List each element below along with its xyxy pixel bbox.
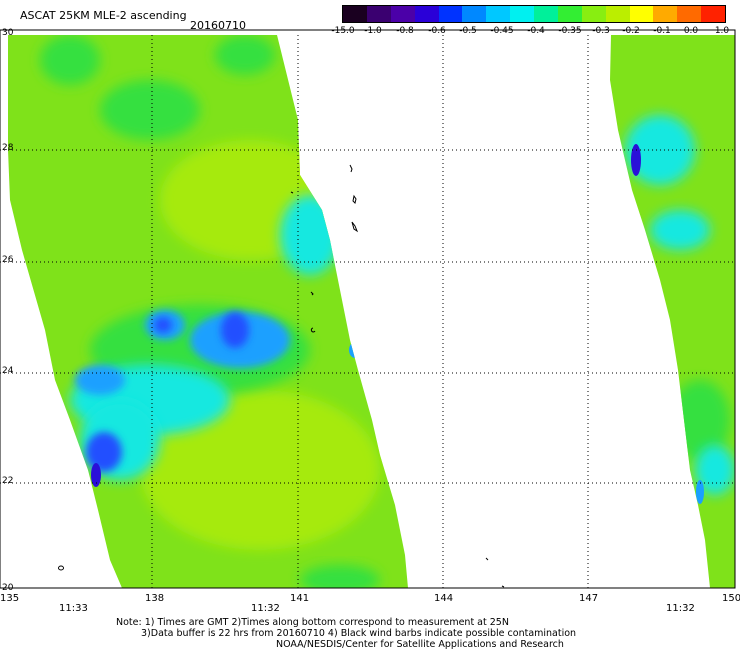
note-line-3: NOAA/NESDIS/Center for Satellite Applica… [276, 639, 564, 650]
colorbar-swatch [701, 6, 725, 22]
note-line-2: 3)Data buffer is 22 hrs from 20160710 4)… [141, 628, 577, 639]
colorbar-swatch [677, 6, 702, 22]
colorbar-swatch [653, 6, 678, 22]
lon-label-147: 147 [579, 593, 598, 604]
colorbar-label: 0.0 [683, 26, 699, 36]
colorbar-label: -0.45 [490, 26, 514, 36]
wind-field-patch [100, 80, 200, 140]
colorbar-swatch [581, 6, 606, 22]
wind-field-patch [215, 35, 275, 75]
lat-label-22: 22 [2, 476, 13, 486]
lat-label-28: 28 [2, 143, 14, 153]
wind-field-patch [631, 144, 641, 176]
colorbar-labels: -15.0 -1.0 -0.8 -0.6 -0.5 -0.45 -0.4 -0.35 -0.3 -… [330, 26, 730, 38]
colorbar-swatch [343, 6, 367, 22]
wind-field-patch [696, 480, 704, 504]
colorbar-label: 1.0 [714, 26, 730, 36]
colorbar-swatch [557, 6, 582, 22]
wind-field-patch [650, 210, 710, 250]
colorbar-swatch [366, 6, 391, 22]
lat-label-20: 20 [2, 583, 14, 593]
colorbar-swatch [390, 6, 415, 22]
pass-time-left: 11:33 [59, 603, 88, 614]
wind-field-patch [280, 195, 340, 275]
lon-label-141: 141 [290, 593, 309, 604]
colorbar-label: -0.1 [653, 26, 671, 36]
colorbar-swatch [414, 6, 439, 22]
colorbar-label: -0.4 [527, 26, 545, 36]
right-swath [610, 35, 735, 588]
lat-label-30: 30 [2, 28, 14, 38]
wind-field-patch [140, 390, 380, 550]
colorbar [342, 5, 726, 23]
coastline [58, 164, 505, 588]
colorbar-label: -0.3 [592, 26, 610, 36]
lat-label-24: 24 [2, 366, 14, 376]
colorbar-label: -0.8 [396, 26, 414, 36]
colorbar-swatch [510, 6, 534, 22]
colorbar-label: -0.2 [622, 26, 640, 36]
colorbar-swatch [605, 6, 630, 22]
wind-field-patch [75, 365, 125, 395]
colorbar-label: -1.0 [364, 26, 382, 36]
pass-time-center: 11:32 [251, 603, 280, 614]
wind-field-patch [91, 463, 101, 487]
colorbar-label: -0.5 [459, 26, 477, 36]
colorbar-swatch [534, 6, 558, 22]
colorbar-label: -15.0 [331, 26, 355, 36]
colorbar-swatch [462, 6, 487, 22]
wind-field-patch [349, 342, 361, 358]
lon-label-144: 144 [434, 593, 453, 604]
lon-label-138: 138 [145, 593, 164, 604]
lat-lon-grid [0, 35, 735, 588]
colorbar-swatch [438, 6, 463, 22]
left-swath [8, 35, 408, 588]
pass-time-right: 11:32 [666, 603, 695, 614]
colorbar-swatch [486, 6, 511, 22]
colorbar-label: -0.6 [428, 26, 446, 36]
colorbar-label: -0.35 [558, 26, 582, 36]
lat-label-26: 26 [2, 255, 14, 265]
wind-field-patch [221, 312, 249, 348]
footnotes: Note: 1) Times are GMT 2)Times along bot… [116, 617, 576, 650]
lon-label-150: 150 [722, 593, 740, 604]
wind-field-patch [86, 432, 122, 472]
wind-field-patch [154, 317, 172, 333]
note-line-1: Note: 1) Times are GMT 2)Times along bot… [116, 617, 509, 628]
lon-label-135: 135 [0, 593, 19, 604]
plot-frame [0, 29, 736, 589]
map-title: ASCAT 25KM MLE-2 ascending [20, 9, 187, 22]
map-date: 20160710 [190, 19, 246, 32]
wind-field-patch [300, 565, 380, 588]
wind-field-patch [40, 35, 100, 85]
colorbar-swatch [629, 6, 654, 22]
